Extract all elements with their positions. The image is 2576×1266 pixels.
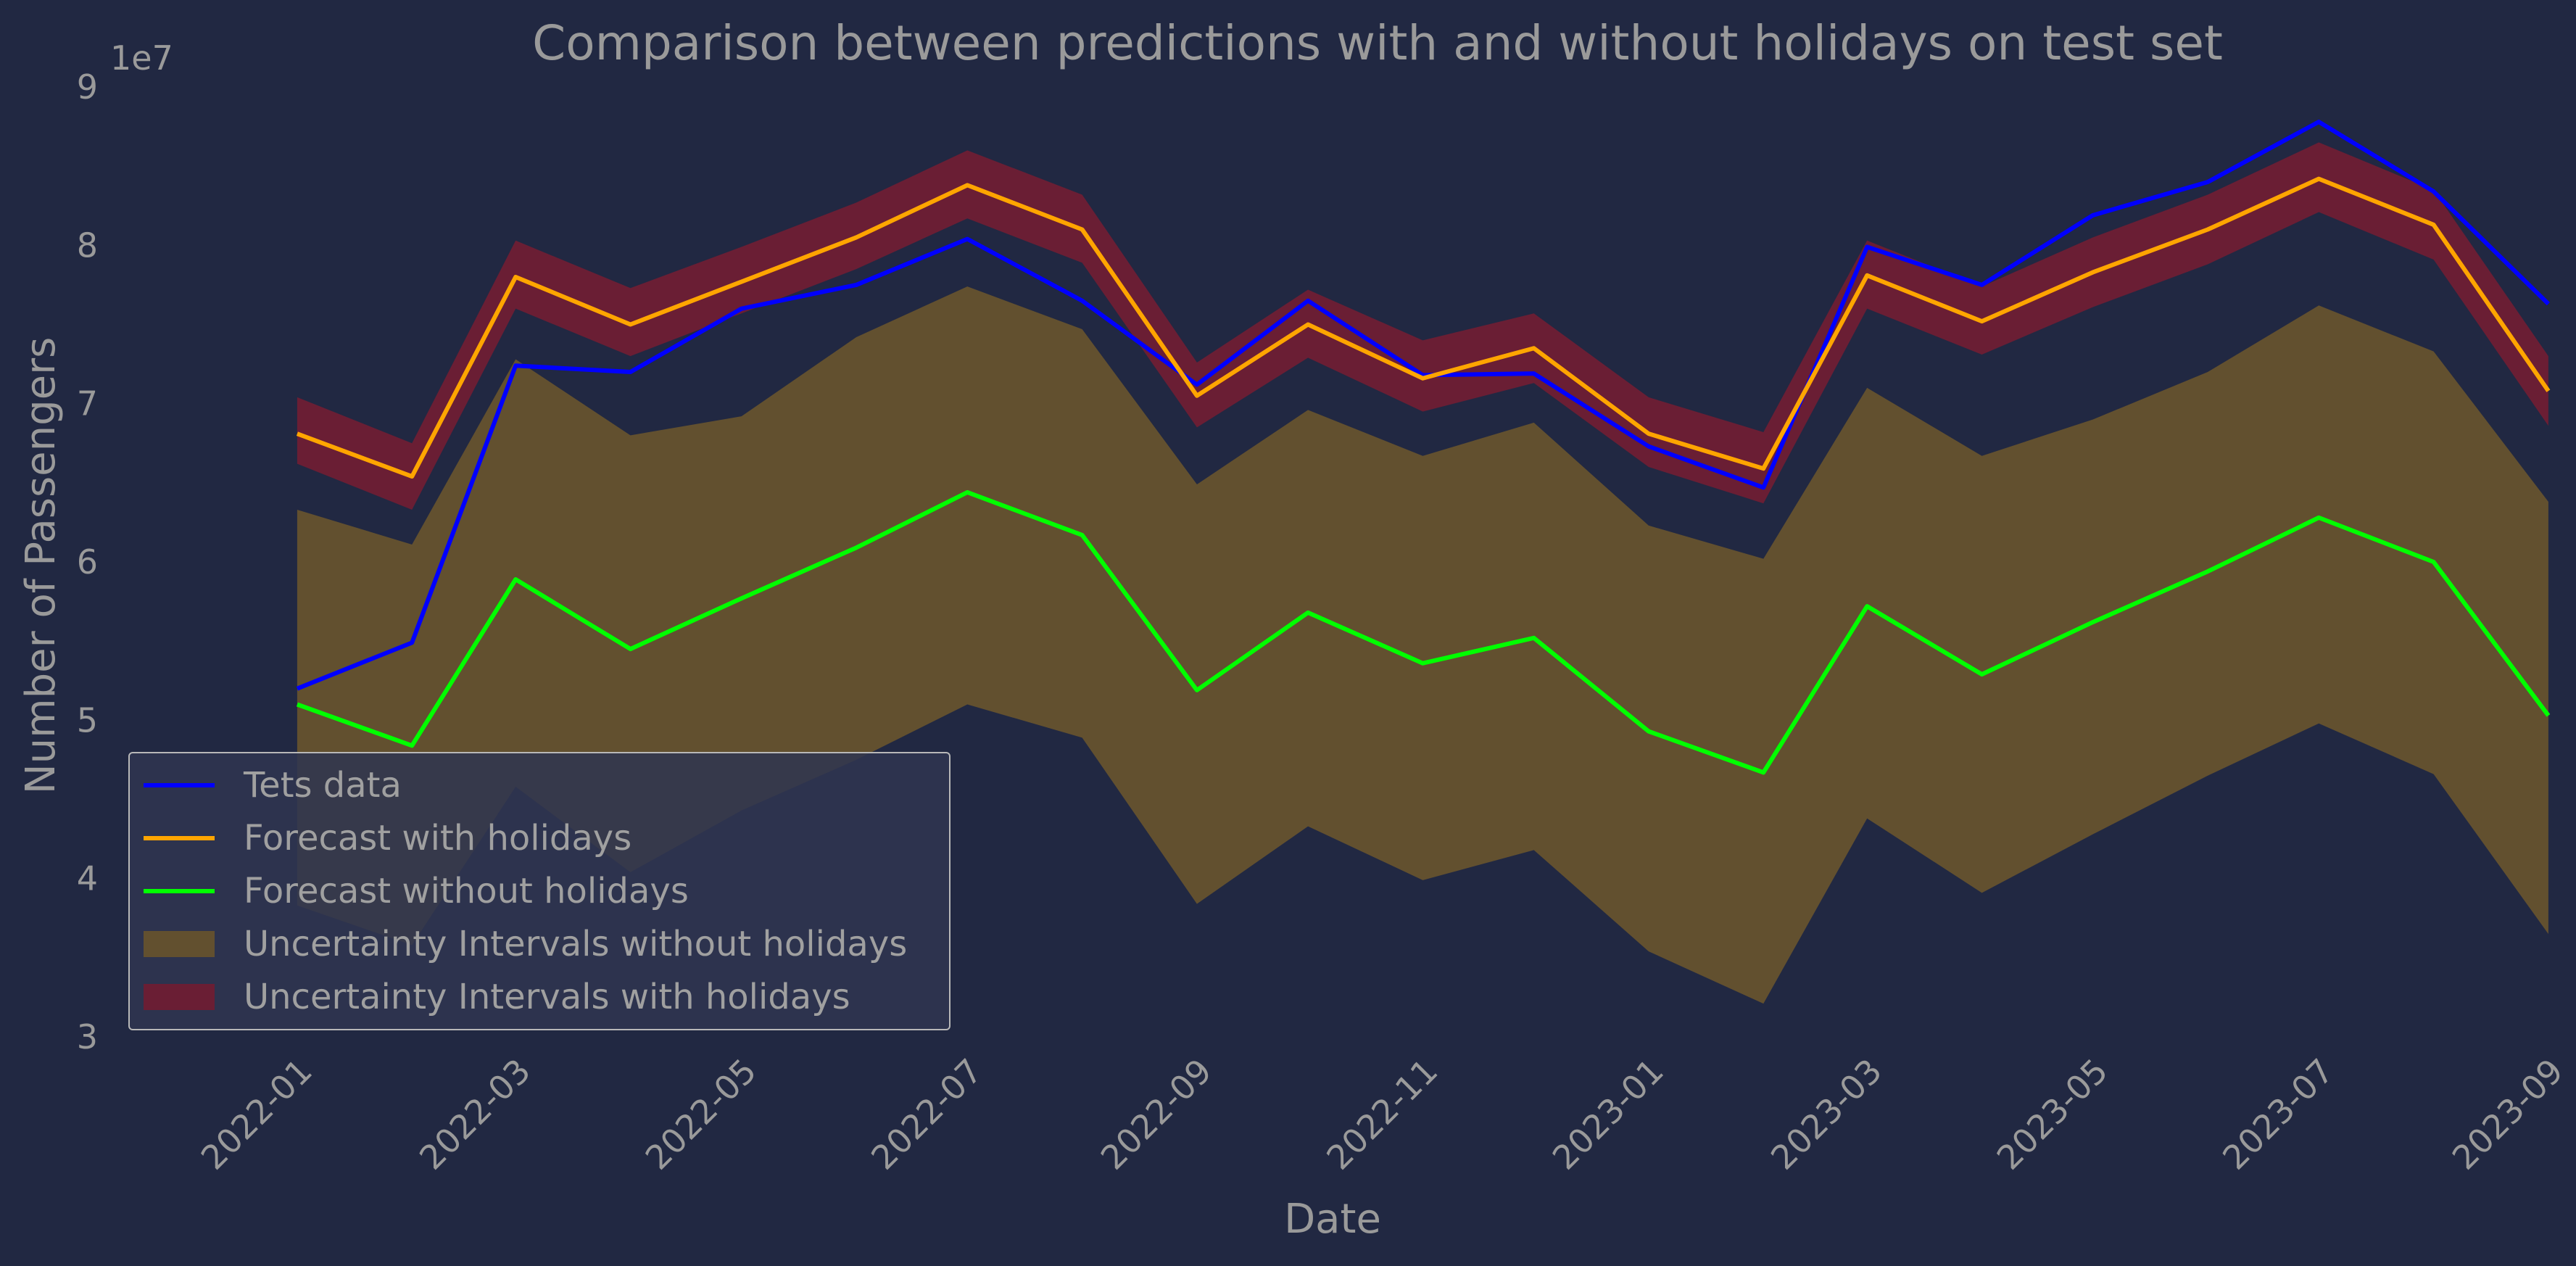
y-axis-ticks: 3 4 5 6 7 8 9 — [77, 67, 98, 1056]
x-tick-label: 2022-11 — [1319, 1051, 1445, 1178]
tets-data-line — [296, 120, 2550, 691]
x-tick-label: 2022-05 — [638, 1051, 764, 1178]
forecast-with-holidays-line — [296, 176, 2551, 479]
legend-label: Uncertainty Intervals without holidays — [244, 924, 907, 964]
x-axis-label: Date — [1284, 1196, 1381, 1243]
x-tick-label: 2022-09 — [1093, 1051, 1219, 1178]
x-tick-label: 2023-07 — [2215, 1051, 2341, 1178]
x-axis-ticks: 2022-01 2022-03 2022-05 2022-07 2022-09 2022-… — [194, 1051, 2571, 1178]
chart-title: Comparison between predictions with and … — [532, 15, 2223, 71]
x-tick-label: 2023-05 — [1989, 1051, 2116, 1178]
x-tick-label: 2023-01 — [1545, 1051, 1671, 1178]
legend-box — [128, 752, 951, 1030]
y-tick-label: 4 — [77, 859, 98, 898]
y-tick-label: 8 — [77, 226, 98, 265]
y-tick-label: 9 — [77, 67, 98, 107]
y-axis-label: Number of Passengers — [17, 337, 65, 795]
uncertainty-intervals-without-holidays-band — [297, 286, 2548, 1004]
uncertainty-intervals-without-holidays-legend-swatch — [144, 931, 215, 957]
x-tick-label: 2023-09 — [2445, 1051, 2571, 1178]
series-lines — [296, 120, 2551, 775]
legend-label: Uncertainty Intervals with holidays — [244, 977, 850, 1017]
x-tick-label: 2022-07 — [864, 1051, 990, 1178]
x-tick-label: 2022-03 — [412, 1051, 538, 1178]
y-tick-label: 3 — [77, 1017, 98, 1056]
y-tick-label: 7 — [77, 384, 98, 423]
y-tick-label: 5 — [77, 700, 98, 740]
legend-label: Forecast without holidays — [244, 871, 689, 911]
legend: Tets data Forecast with holidays Forecast … — [128, 752, 951, 1030]
legend-label: Forecast with holidays — [244, 818, 631, 859]
forecast-without-holidays-line — [296, 489, 2551, 775]
legend-label: Tets data — [243, 765, 402, 806]
y-axis-multiplier: 1e7 — [110, 38, 173, 78]
x-tick-label: 2023-03 — [1763, 1051, 1889, 1178]
y-tick-label: 6 — [77, 542, 98, 582]
uncertainty-intervals-with-holidays-legend-swatch — [144, 984, 215, 1010]
x-tick-label: 2022-01 — [194, 1051, 320, 1178]
